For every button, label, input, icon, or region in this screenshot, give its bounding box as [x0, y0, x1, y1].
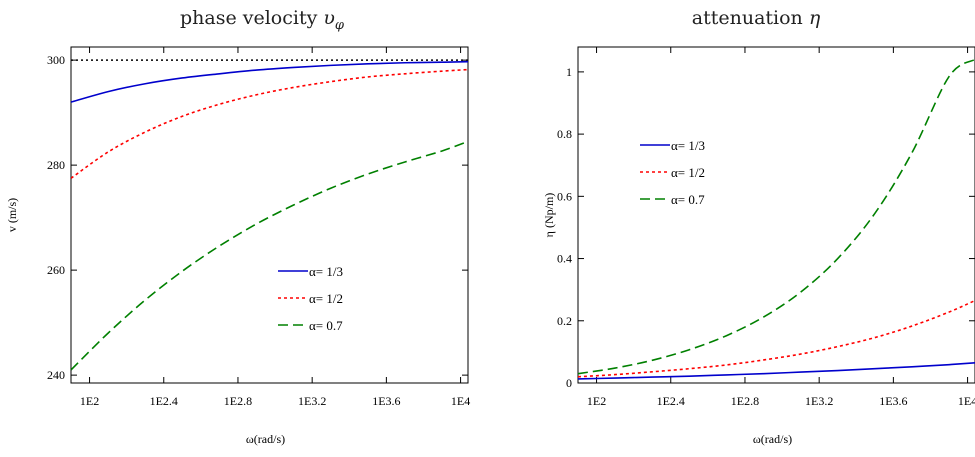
chart-title: attenuation η — [692, 7, 821, 29]
series-line-2 — [578, 58, 975, 375]
series-line-0 — [71, 60, 468, 103]
y-tick-label: 0.8 — [557, 127, 572, 141]
legend: α= 1/3 α= 1/2 α= 0.7 — [640, 138, 705, 207]
x-tick-label: 1E4 — [958, 394, 975, 408]
series-group — [578, 58, 975, 380]
plot-frame — [577, 46, 975, 384]
legend-label: α= 1/2 — [671, 165, 705, 180]
chart-title-text: attenuation — [692, 7, 809, 29]
y-tick-label: 280 — [47, 158, 65, 172]
y-tick-label: 260 — [47, 263, 65, 277]
legend: α= 1/3 α= 1/2 α= 0.7 — [278, 264, 343, 333]
x-tick-label: 1E2.8 — [731, 394, 759, 408]
legend-label: α= 0.7 — [671, 192, 705, 207]
y-axis-label: η (Np/m) — [542, 193, 556, 238]
x-tick-label: 1E2 — [587, 394, 606, 408]
phase-velocity-panel: phase velocity υφ 1E2 1E2.4 1E2.8 1E3.2 1E3.6… — [5, 7, 470, 446]
x-tick-label: 1E3.6 — [879, 394, 907, 408]
x-tick-label: 1E4 — [451, 394, 470, 408]
series-line-2 — [71, 140, 468, 371]
y-tick-label: 1 — [566, 65, 572, 79]
x-axis-label: ω(rad/s) — [246, 432, 285, 446]
legend-label: α= 1/3 — [671, 138, 705, 153]
x-tick-label: 1E2.8 — [224, 394, 252, 408]
x-tick-label: 1E2 — [80, 394, 99, 408]
y-tick-label: 0 — [566, 376, 572, 390]
series-line-0 — [578, 361, 975, 380]
y-tick-label: 240 — [47, 368, 65, 382]
y-tick-label: 0.6 — [557, 189, 572, 203]
y-tick-label: 0.2 — [557, 314, 572, 328]
x-tick-label: 1E2.4 — [150, 394, 178, 408]
chart-title-symbol: η — [809, 7, 821, 29]
y-tick-label: 300 — [47, 53, 65, 67]
x-tick-label: 1E3.6 — [372, 394, 400, 408]
attenuation-panel: attenuation η 1E2 1E2.4 1E2.8 1E3.2 1E3.6 1E4 0… — [542, 7, 975, 446]
x-axis-label: ω(rad/s) — [753, 432, 792, 446]
chart-title-symbol: υ — [323, 7, 335, 29]
chart-title: phase velocity υφ — [180, 7, 345, 33]
legend-label: α= 1/2 — [309, 291, 343, 306]
y-tick-label: 0.4 — [557, 252, 572, 266]
chart-title-text: phase velocity — [180, 7, 323, 29]
x-tick-label: 1E3.2 — [298, 394, 326, 408]
x-tick-label: 1E3.2 — [805, 394, 833, 408]
chart-title-subscript: φ — [335, 18, 345, 33]
x-tick-label: 1E2.4 — [657, 394, 685, 408]
plot-frame — [70, 46, 469, 384]
series-line-1 — [578, 299, 975, 378]
series-line-1 — [71, 68, 468, 179]
series-group — [71, 60, 468, 371]
legend-label: α= 0.7 — [309, 318, 343, 333]
legend-label: α= 1/3 — [309, 264, 343, 279]
y-axis-label: v (m/s) — [5, 198, 19, 232]
